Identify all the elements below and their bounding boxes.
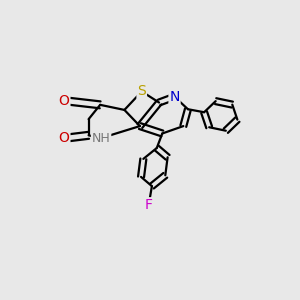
Text: F: F <box>145 198 153 212</box>
Text: O: O <box>59 131 70 145</box>
Text: N: N <box>169 90 180 104</box>
Text: O: O <box>59 94 70 108</box>
Text: NH: NH <box>92 132 110 145</box>
Text: S: S <box>137 84 146 98</box>
